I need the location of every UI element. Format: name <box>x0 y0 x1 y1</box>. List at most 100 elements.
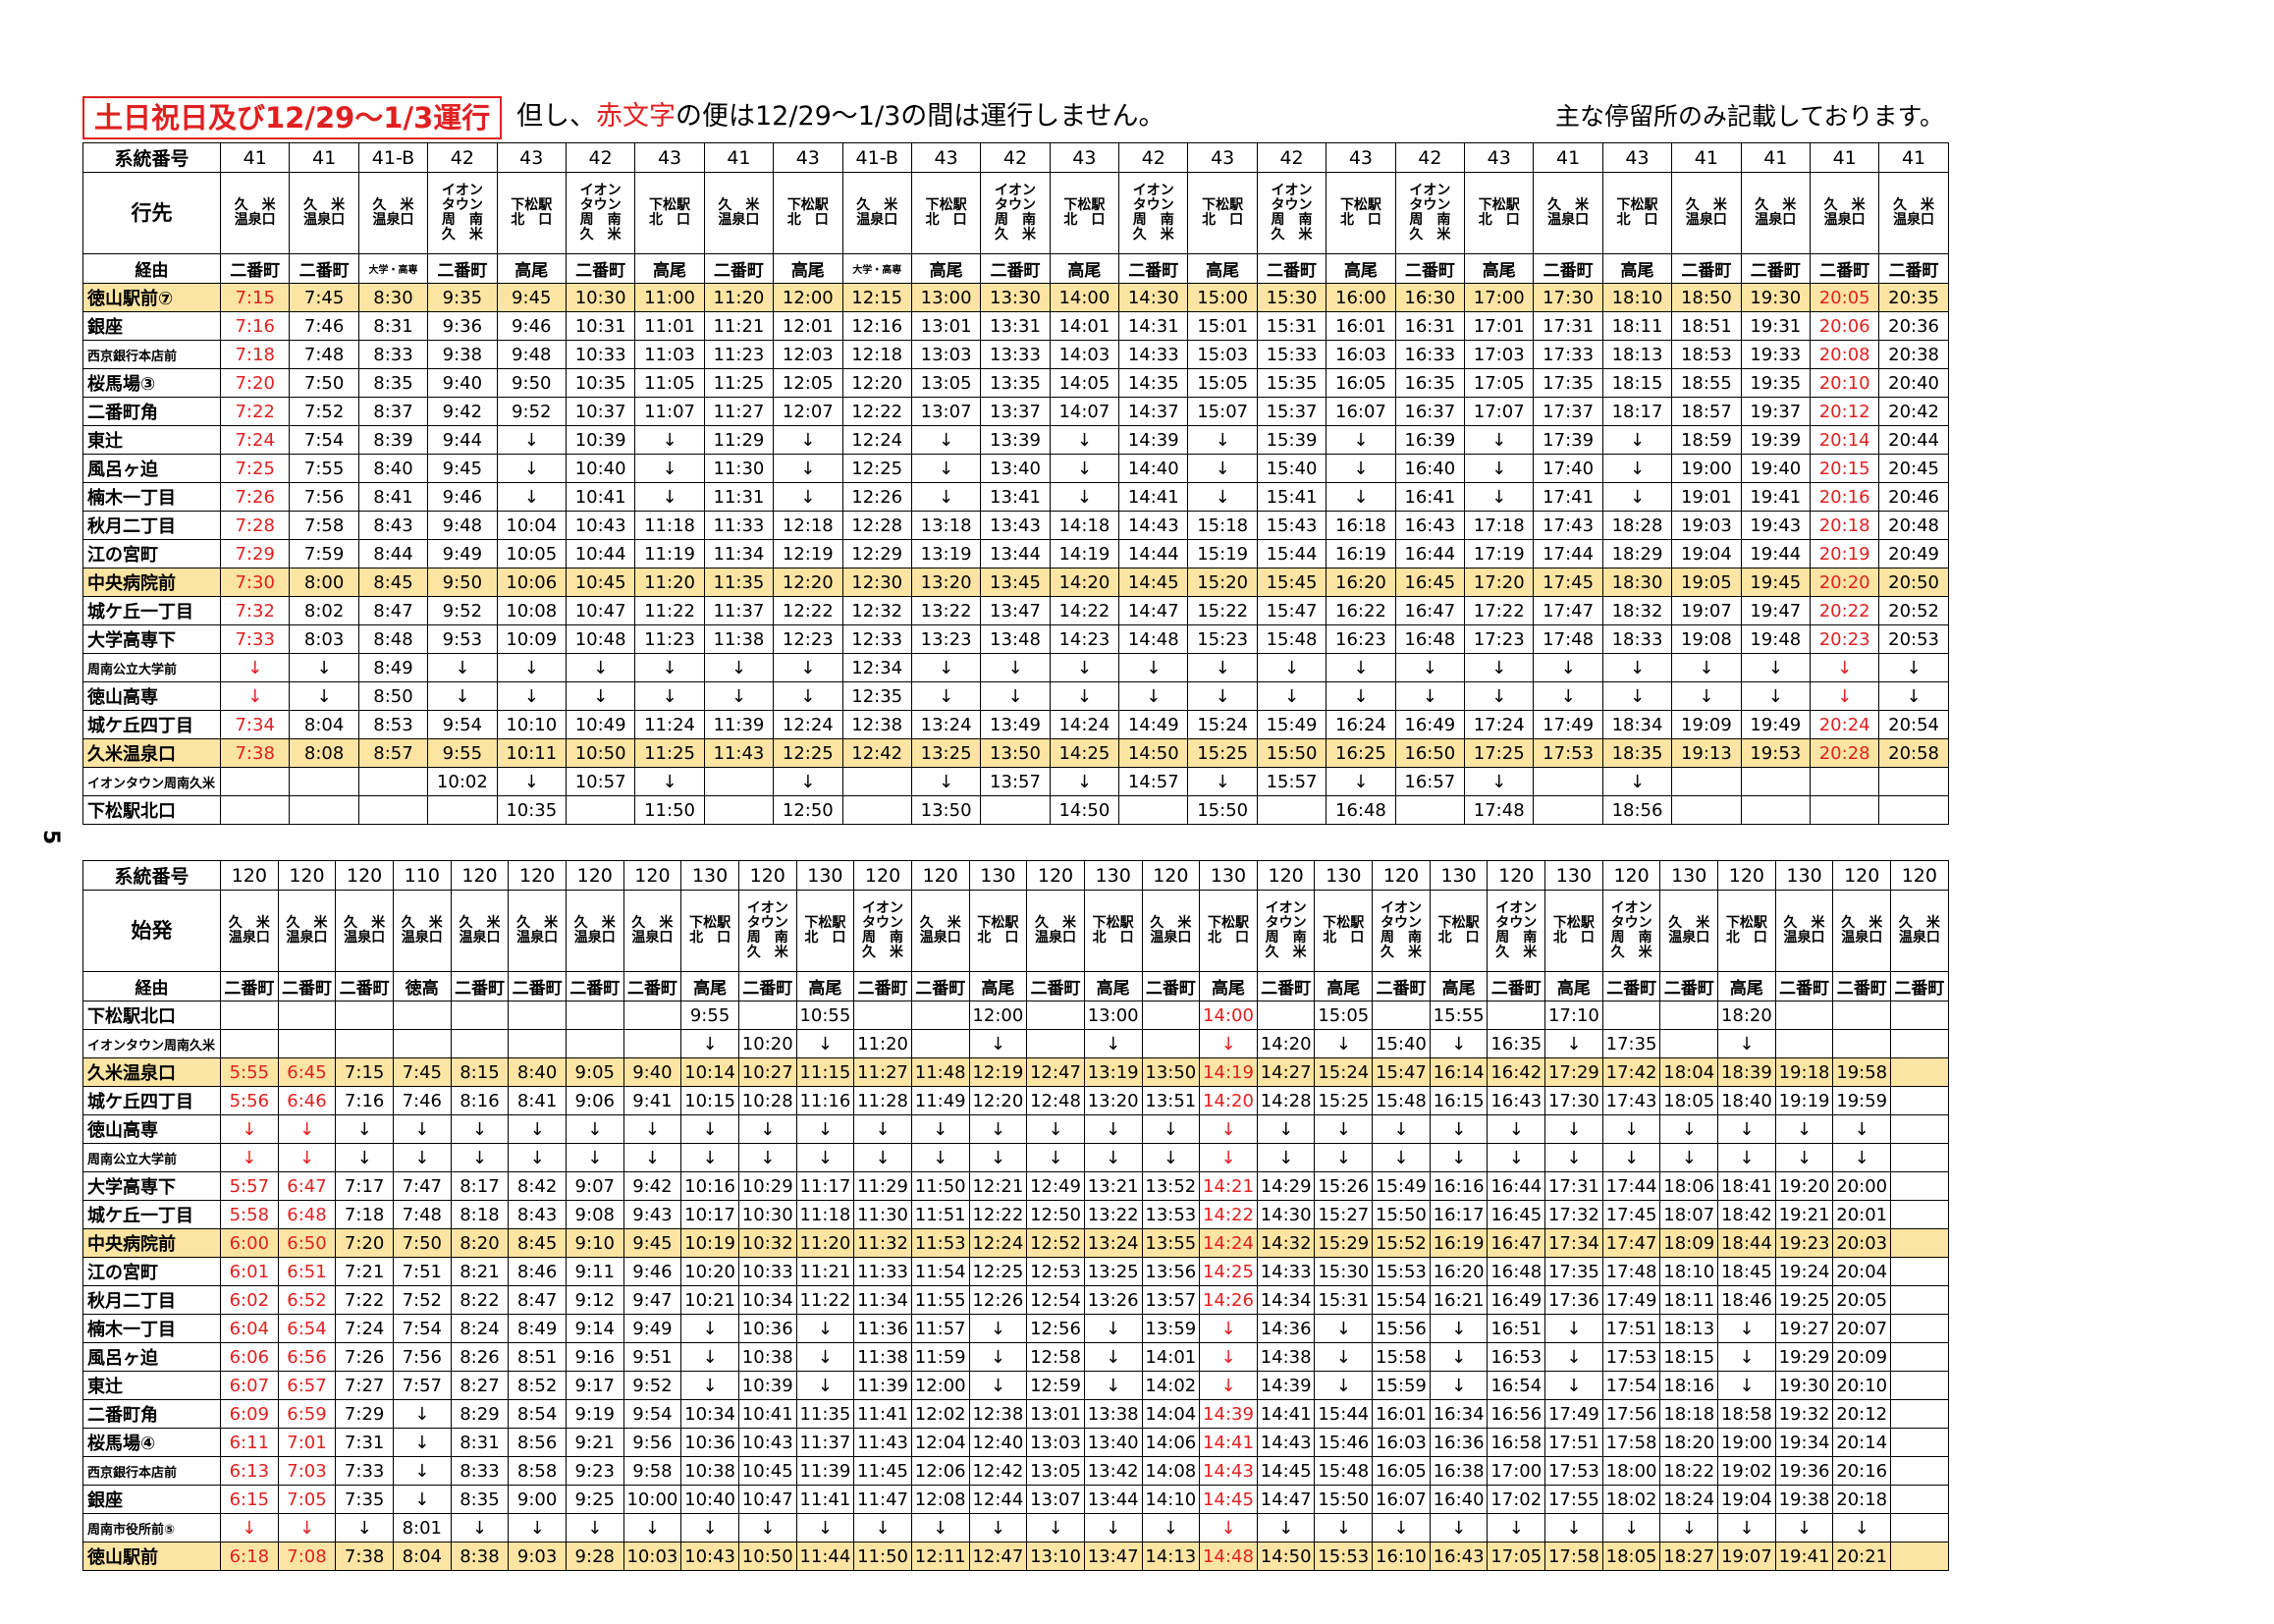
via: 高尾 <box>1601 253 1673 284</box>
departure-time: 15:49 <box>1256 710 1327 739</box>
departure-time <box>220 1001 279 1030</box>
pass-arrow: ↓ <box>1878 681 1949 711</box>
destination: 久 米 温泉口 <box>1026 890 1085 972</box>
via-label: 経由 <box>82 971 221 1001</box>
pass-arrow: ↓ <box>1187 767 1258 796</box>
departure-time: 12:25 <box>841 454 912 483</box>
departure-time <box>1026 1029 1085 1058</box>
route-number: 41-B <box>841 142 912 173</box>
pass-arrow: ↓ <box>1601 653 1673 682</box>
departure-time: 7:29 <box>219 539 291 568</box>
pass-arrow: ↓ <box>1659 1513 1719 1543</box>
departure-time: 7:56 <box>392 1342 452 1372</box>
departure-time: 13:50 <box>910 795 982 825</box>
departure-time: 9:45 <box>427 454 498 483</box>
departure-time: 17:18 <box>1464 511 1535 540</box>
departure-time: 12:47 <box>1026 1057 1085 1087</box>
departure-time <box>1890 1228 1949 1258</box>
departure-time: 14:50 <box>1049 795 1120 825</box>
departure-time: 16:54 <box>1487 1371 1546 1400</box>
departure-time: 18:17 <box>1601 397 1673 426</box>
stop-row: イオンタウン周南久米 ↓ 10:20 ↓ 11:20 ↓ ↓ ↓ 14:20 ↓ 15:40 ↓ 16:… <box>82 1029 1949 1058</box>
departure-time: 11:22 <box>795 1285 855 1315</box>
departure-time: 6:04 <box>220 1314 279 1343</box>
departure-time: 12:48 <box>1026 1086 1085 1115</box>
departure-time: 18:11 <box>1659 1285 1719 1315</box>
pass-arrow: ↓ <box>220 1143 279 1172</box>
departure-time <box>1878 795 1949 825</box>
route-number: 120 <box>1372 860 1431 891</box>
departure-time: 20:01 <box>1832 1200 1892 1229</box>
destination: 久 米 温泉口 <box>392 890 452 972</box>
departure-time: 16:20 <box>1326 568 1396 597</box>
departure-time: 12:28 <box>841 511 912 540</box>
departure-time <box>277 1001 337 1030</box>
departure-time: 20:14 <box>1832 1428 1892 1457</box>
departure-time: 20:24 <box>1809 710 1880 739</box>
via: 二番町 <box>450 971 510 1001</box>
departure-time: 20:03 <box>1832 1228 1892 1258</box>
departure-time: 16:03 <box>1326 340 1396 369</box>
via: 二番町 <box>1026 971 1085 1001</box>
departure-time: 7:24 <box>335 1314 394 1343</box>
stop-row: 徳山駅前⑦ 7:15 7:45 8:30 9:35 9:45 10:30 11:00 11:20… <box>82 283 1949 312</box>
destination: イオン タウン 周 南 久 米 <box>1601 890 1661 972</box>
pass-arrow: ↓ <box>1049 454 1120 483</box>
departure-time: 7:29 <box>335 1399 394 1429</box>
via: 高尾 <box>1429 971 1489 1001</box>
departure-time: 9:21 <box>565 1428 624 1457</box>
departure-time: 12:21 <box>968 1171 1028 1201</box>
departure-time <box>1394 795 1466 825</box>
stop-row: 秋月二丁目 7:28 7:58 8:43 9:48 10:04 10:43 11:18 11:3… <box>82 511 1949 540</box>
pass-arrow: ↓ <box>1544 1314 1603 1343</box>
destination: イオン タウン 周 南 久 米 <box>427 172 498 254</box>
departure-time: 8:39 <box>357 425 429 455</box>
pass-arrow: ↓ <box>1487 1513 1546 1543</box>
departure-time: 9:36 <box>427 311 498 341</box>
departure-time: 8:58 <box>508 1456 567 1486</box>
departure-time: 7:26 <box>219 482 291 512</box>
departure-time: 18:20 <box>1717 1001 1776 1030</box>
departure-time: 12:02 <box>910 1399 970 1429</box>
departure-time <box>1740 795 1811 825</box>
departure-time: 14:37 <box>1118 397 1189 426</box>
departure-time: 8:54 <box>508 1399 567 1429</box>
departure-time: 11:44 <box>795 1542 855 1571</box>
pass-arrow: ↓ <box>773 653 843 682</box>
departure-time: 12:04 <box>910 1428 970 1457</box>
departure-time: 10:34 <box>680 1399 739 1429</box>
departure-time: 8:47 <box>357 596 429 625</box>
departure-time <box>1118 795 1189 825</box>
stop-name: 東辻 <box>82 1371 221 1400</box>
pass-arrow: ↓ <box>1141 1513 1201 1543</box>
route-number: 130 <box>1429 860 1489 891</box>
departure-time: 13:18 <box>910 511 982 540</box>
departure-time: 20:16 <box>1809 482 1880 512</box>
departure-time: 18:30 <box>1601 568 1673 597</box>
departure-time: 15:49 <box>1372 1171 1431 1201</box>
stop-name: 楠木一丁目 <box>82 1314 221 1343</box>
pass-arrow: ↓ <box>980 681 1051 711</box>
stop-row: 久米温泉口 5:55 6:45 7:15 7:45 8:15 8:40 9:05 9:40 10:… <box>82 1057 1949 1087</box>
pass-arrow: ↓ <box>1878 653 1949 682</box>
destination: 下松駅 北 口 <box>968 890 1028 972</box>
departure-time: 11:17 <box>795 1171 855 1201</box>
via: 二番町 <box>1671 253 1742 284</box>
departure-time: 13:07 <box>910 397 982 426</box>
stop-row: 大学高専下 7:33 8:03 8:48 9:53 10:09 10:48 11:23 11:3… <box>82 624 1949 654</box>
via: 二番町 <box>1659 971 1719 1001</box>
departure-time <box>1878 767 1949 796</box>
route-number: 42 <box>980 142 1051 173</box>
destination: 下松駅 北 口 <box>1049 172 1120 254</box>
pass-arrow: ↓ <box>980 653 1051 682</box>
departure-time: 17:45 <box>1533 568 1603 597</box>
departure-time: 17:51 <box>1601 1314 1661 1343</box>
pass-arrow: ↓ <box>1832 1143 1892 1172</box>
departure-time: 14:38 <box>1256 1342 1316 1372</box>
departure-time: 16:45 <box>1487 1200 1546 1229</box>
departure-time: 14:19 <box>1199 1057 1258 1087</box>
departure-time: 11:36 <box>853 1314 912 1343</box>
departure-time <box>1372 1001 1431 1030</box>
departure-time: 10:17 <box>680 1200 739 1229</box>
departure-time: 9:06 <box>565 1086 624 1115</box>
